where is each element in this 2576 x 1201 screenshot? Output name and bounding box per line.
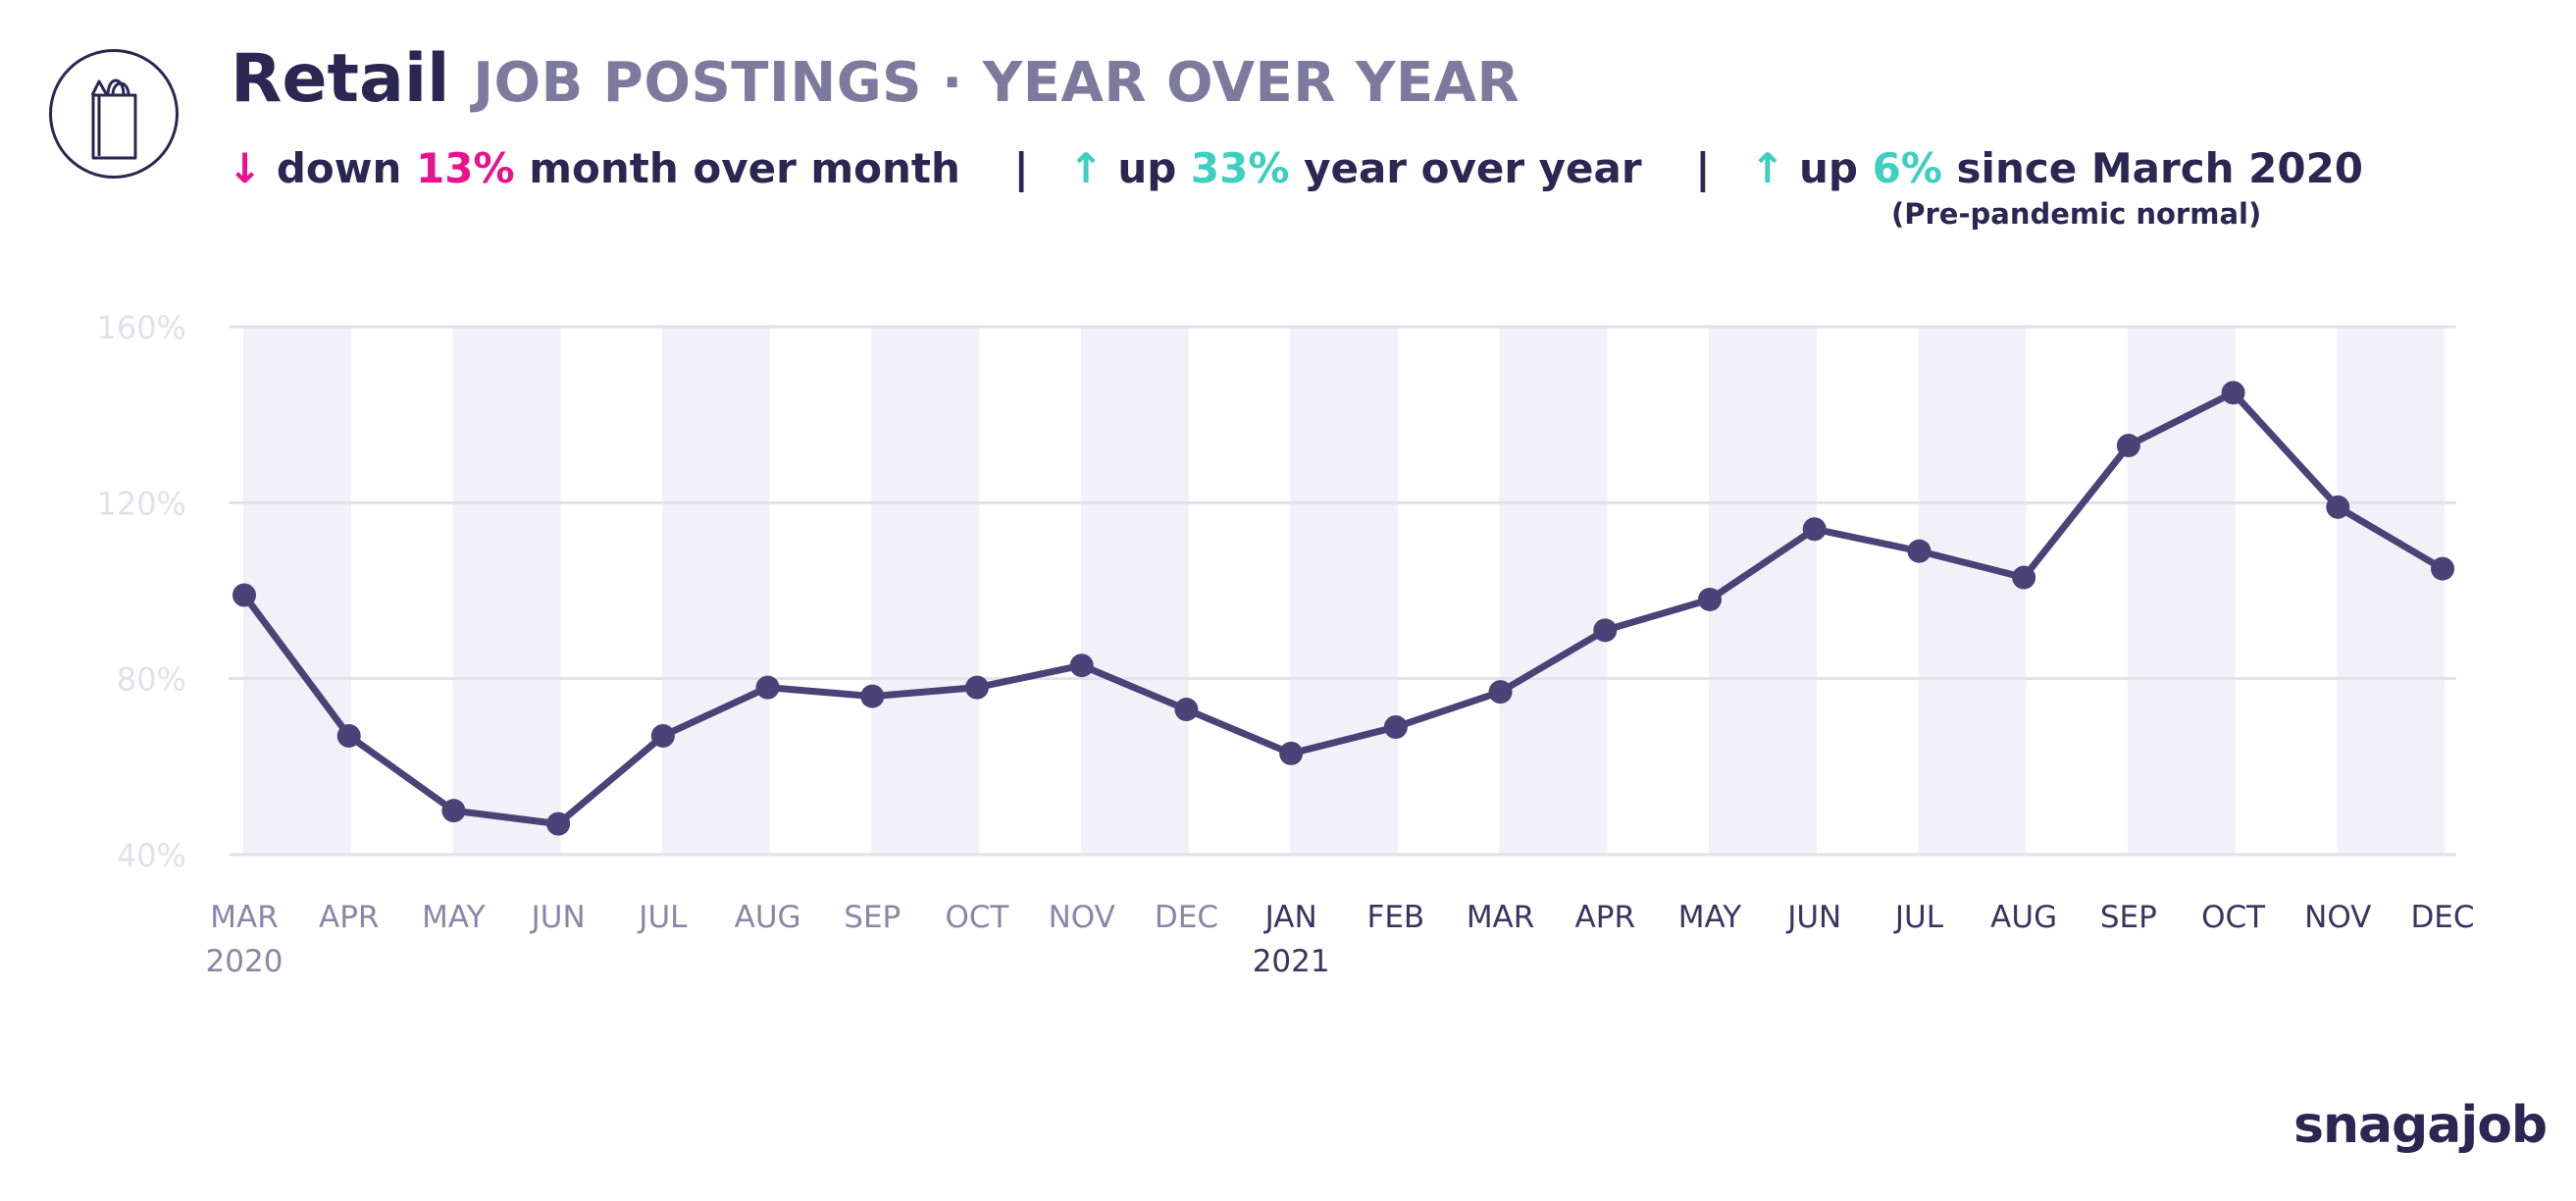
y-tick-label: 80% [117, 661, 186, 699]
x-tick-label: NOV [1049, 900, 1115, 935]
x-tick-label: JUN [530, 900, 586, 935]
brand-logo: snagajob [2293, 1096, 2548, 1155]
x-tick-label: SEP [844, 900, 901, 935]
shopping-bag-icon [90, 78, 137, 160]
data-point [1383, 714, 1408, 739]
column-band [2337, 327, 2446, 855]
data-point [860, 684, 885, 708]
logo-badge [49, 49, 179, 179]
data-point [2221, 381, 2245, 405]
up-arrow-icon: ↑ [1750, 144, 1785, 192]
data-point [1279, 741, 1304, 765]
column-band [452, 327, 561, 855]
column-band [2127, 327, 2236, 855]
x-tick-label: JUL [1893, 900, 1944, 935]
column-band [1918, 327, 2027, 855]
data-point [1593, 618, 1618, 643]
stats-line: ↓ down 13% month over month | ↑ up 33% y… [228, 140, 2363, 197]
x-tick-label: MAR [1467, 900, 1535, 935]
data-point [2012, 565, 2036, 590]
column-band [1080, 327, 1189, 855]
stat-text: since March 2020 [1956, 144, 2364, 192]
x-tick-label: DEC [1155, 900, 1218, 935]
x-year-label: 2020 [206, 944, 283, 979]
data-point [1802, 517, 1827, 542]
title-category: Retail [231, 40, 450, 118]
stat-direction: up [1117, 144, 1177, 192]
x-tick-label: MAR [210, 900, 279, 935]
stat-text: month over month [529, 144, 960, 192]
data-point [441, 799, 466, 823]
x-tick-label: JUN [1785, 900, 1841, 935]
x-tick-label: OCT [946, 900, 1010, 935]
data-point [336, 723, 361, 748]
x-year-label: 2021 [1253, 944, 1330, 979]
x-tick-label: MAY [1678, 900, 1742, 935]
baseline-note: (Pre-pandemic normal) [1891, 197, 2262, 231]
x-tick-label: JUL [637, 900, 688, 935]
column-band [1499, 327, 1608, 855]
data-point [1069, 653, 1094, 678]
x-tick-label: APR [1575, 900, 1635, 935]
y-tick-label: 120% [97, 485, 186, 522]
data-point [232, 583, 256, 607]
x-tick-label: OCT [2201, 900, 2266, 935]
data-point [755, 675, 780, 700]
y-tick-label: 40% [117, 837, 186, 874]
x-tick-label: MAY [422, 900, 486, 935]
x-tick-label: DEC [2410, 900, 2474, 935]
data-point [650, 723, 675, 748]
data-point [546, 811, 571, 836]
column-band [871, 327, 980, 855]
stat-value: 6% [1872, 144, 1942, 192]
stat-direction: up [1799, 144, 1858, 192]
data-point [2116, 434, 2140, 458]
x-tick-label: NOV [2304, 900, 2371, 935]
up-arrow-icon: ↑ [1068, 144, 1104, 192]
column-band [661, 327, 770, 855]
down-arrow-icon: ↓ [228, 144, 263, 192]
x-tick-label: JAN [1263, 900, 1317, 935]
y-tick-label: 160% [97, 309, 186, 346]
stat-separator: | [1013, 144, 1029, 192]
title-subtitle: JOB POSTINGS · YEAR OVER YEAR [473, 51, 1520, 115]
stat-value: 13% [416, 144, 515, 192]
data-point [1488, 680, 1513, 705]
data-point [2326, 495, 2350, 519]
data-point [1698, 587, 1722, 611]
data-point [1907, 539, 1932, 563]
data-point [965, 675, 989, 700]
x-tick-label: AUG [735, 900, 801, 935]
column-band [1290, 327, 1399, 855]
chart-title: Retail JOB POSTINGS · YEAR OVER YEAR [231, 35, 1520, 128]
series-line [240, 389, 2447, 828]
stat-direction: down [276, 144, 402, 192]
x-tick-label: SEP [2100, 900, 2157, 935]
x-tick-label: AUG [1990, 900, 2057, 935]
stat-separator: | [1695, 144, 1711, 192]
line-chart: 40% 80% 120% 160% MAR APR MAY JUN JUL AUG SEP OCT NO… [97, 309, 2475, 979]
column-band [243, 327, 351, 855]
x-tick-label: APR [319, 900, 379, 935]
data-point [1174, 698, 1199, 722]
stat-value: 33% [1190, 144, 1290, 192]
stat-text: year over year [1304, 144, 1642, 192]
data-point [2431, 556, 2454, 581]
x-tick-label: FEB [1367, 900, 1425, 935]
